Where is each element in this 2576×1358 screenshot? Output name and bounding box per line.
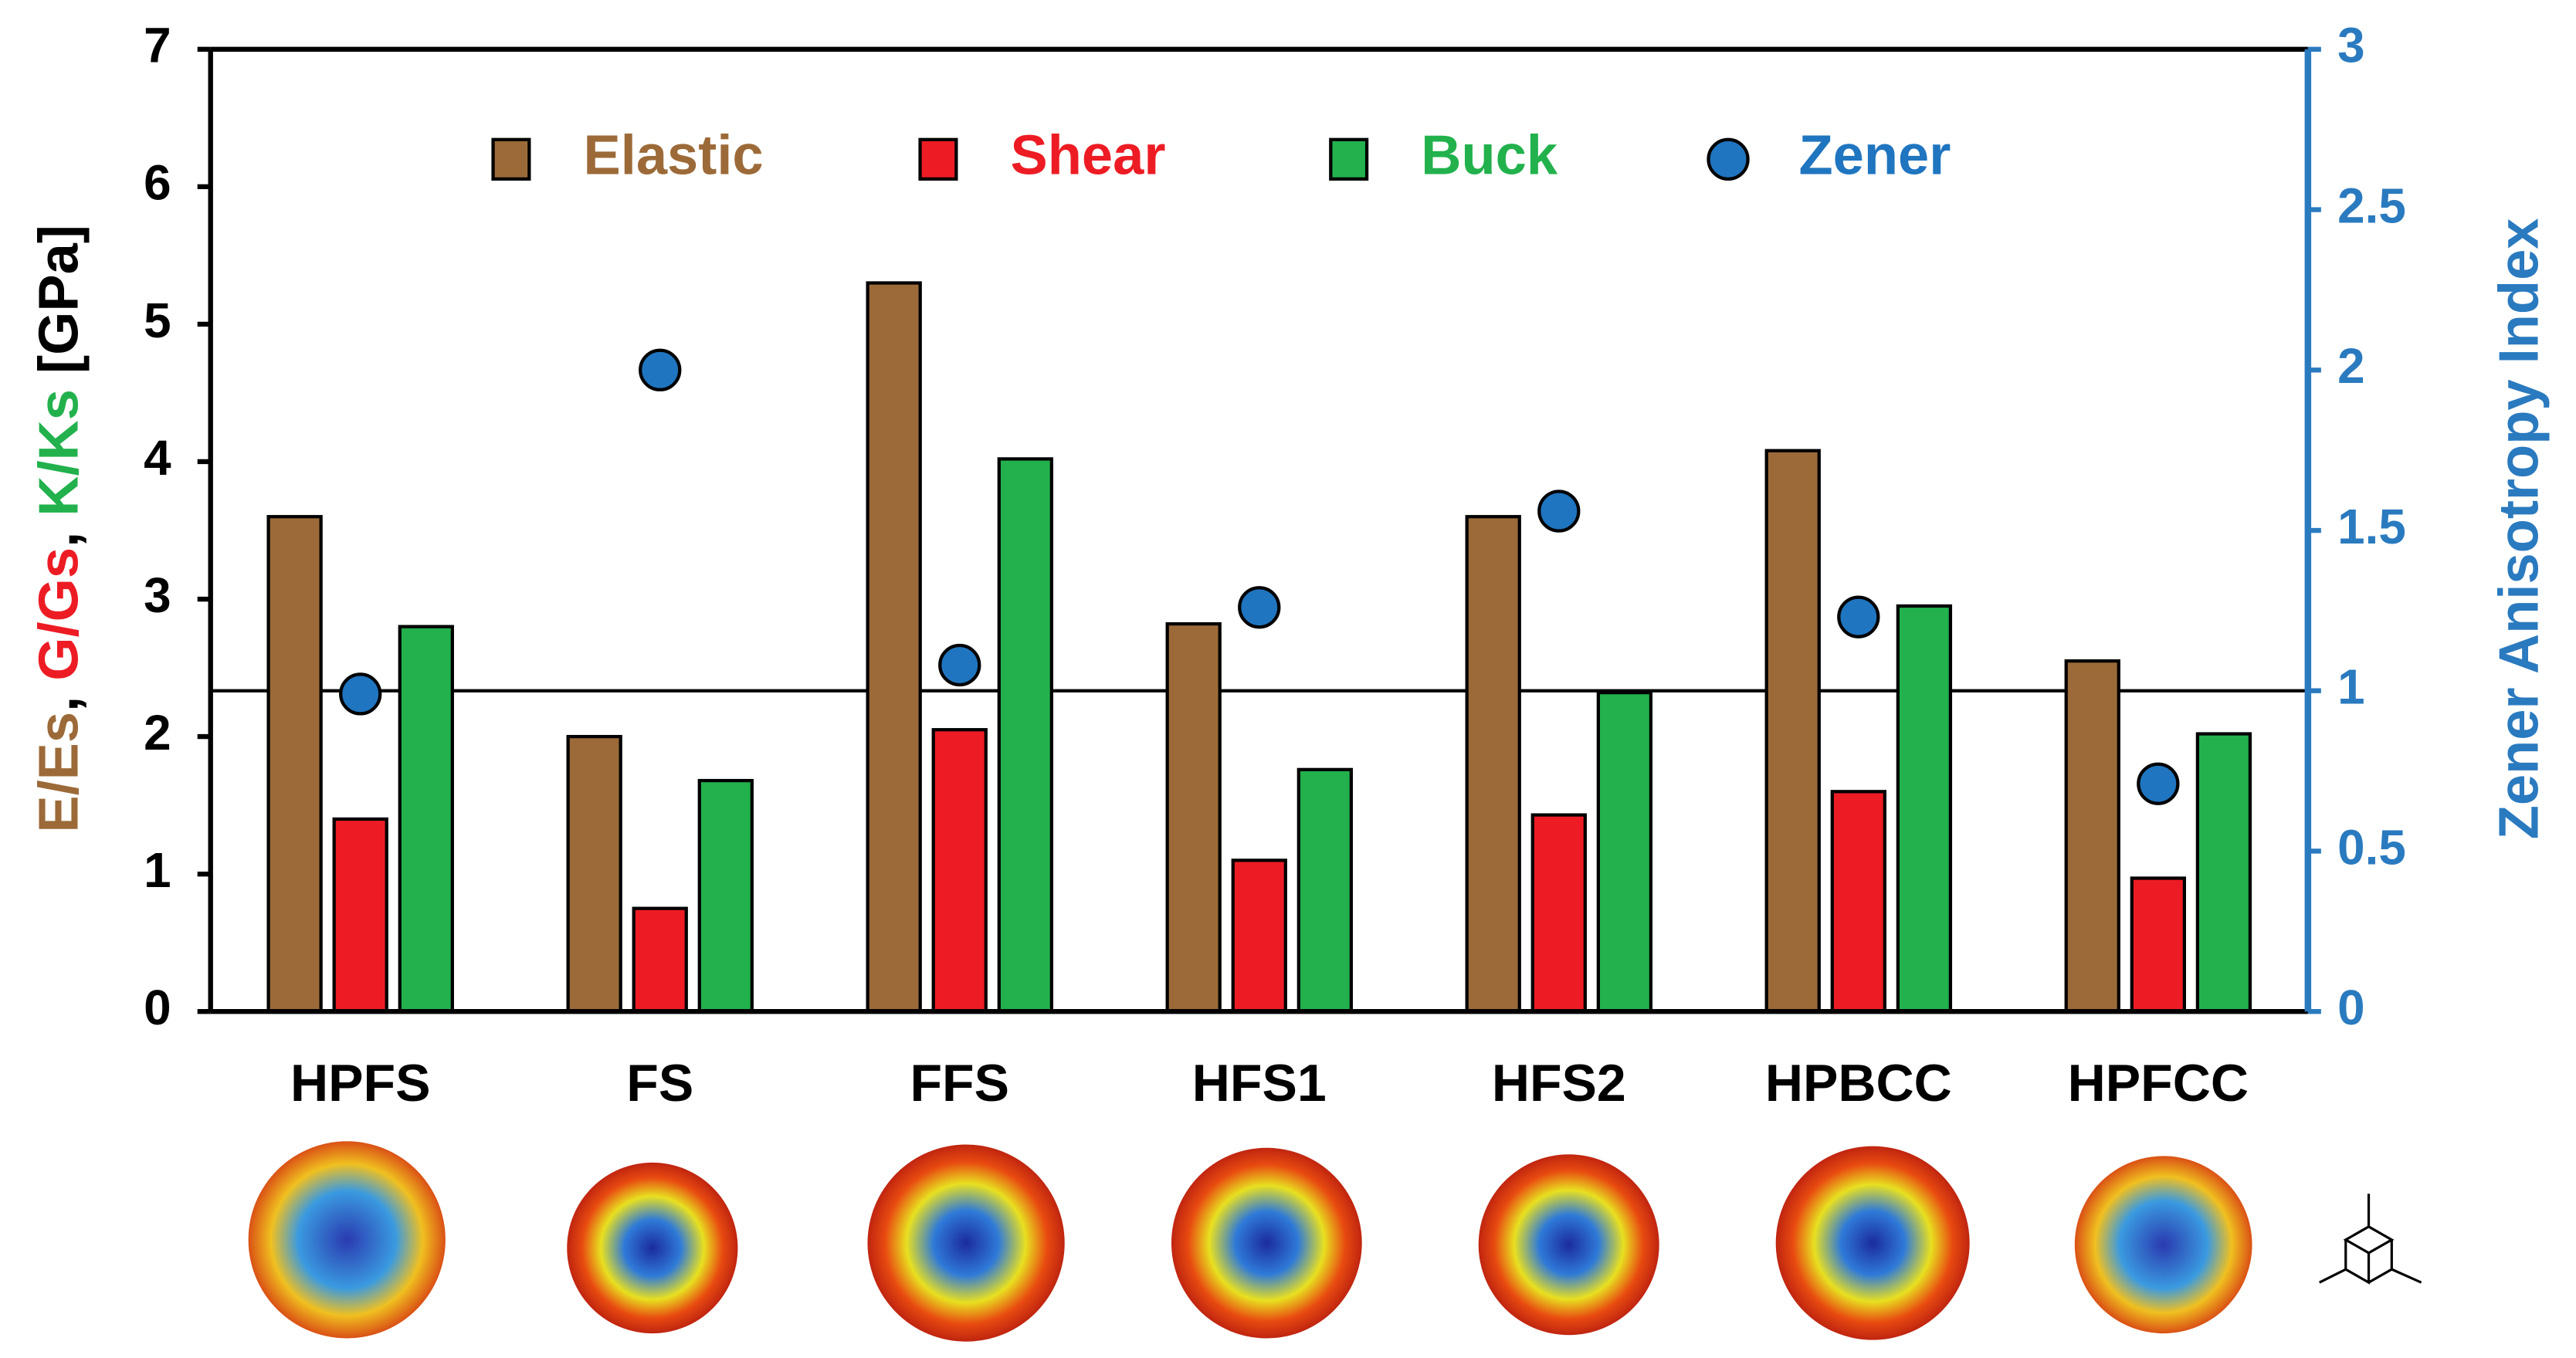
y2-tick-label: 1.5 — [2337, 499, 2406, 554]
legend-marker — [491, 137, 531, 181]
y-axis-label-part: K/Ks — [28, 389, 90, 516]
bar — [2195, 732, 2252, 1014]
y2-tick-label: 0.5 — [2337, 819, 2406, 875]
bar — [866, 281, 922, 1014]
x-tick-label: HFS2 — [1492, 1054, 1626, 1112]
y-tick-label: 3 — [144, 567, 171, 623]
legend-label: Buck — [1421, 124, 1558, 186]
y-tick-label: 0 — [144, 980, 171, 1035]
y-axis-label-part: , — [28, 516, 90, 547]
bar — [2064, 659, 2120, 1014]
y-axis-label-part: , — [28, 681, 90, 712]
bar — [1596, 690, 1653, 1014]
y2-tick-label: 1 — [2337, 659, 2364, 715]
bar — [1830, 790, 1886, 1014]
legend-marker — [1707, 137, 1750, 181]
zener-point — [1837, 595, 1880, 638]
sphere — [248, 1141, 446, 1339]
legend-marker — [918, 137, 958, 181]
x-tick-label: HPFCC — [2068, 1054, 2249, 1112]
bar — [997, 457, 1053, 1014]
y-tick-label: 7 — [144, 18, 171, 73]
x-tick-label: HPBCC — [1765, 1054, 1952, 1112]
y2-axis-label: Zener Anisotropy Index — [2489, 218, 2551, 839]
bar — [1530, 813, 1587, 1014]
bar — [697, 778, 754, 1014]
y2-tick-label: 0 — [2337, 980, 2364, 1035]
bar — [332, 817, 388, 1014]
sphere — [867, 1144, 1065, 1342]
y2-tick-label: 2.5 — [2337, 178, 2406, 233]
zener-point — [339, 672, 382, 716]
y2-tick-label: 2 — [2337, 338, 2364, 394]
sphere — [1775, 1146, 1970, 1340]
zener-point — [1238, 586, 1281, 629]
bar — [1165, 621, 1222, 1014]
zener-point — [2137, 762, 2180, 805]
x-tick-label: HPFS — [290, 1054, 430, 1112]
bar — [931, 728, 988, 1014]
zener-point — [639, 348, 682, 391]
y-axis-label: E/Es, G/Gs, K/Ks [GPa] — [28, 225, 90, 833]
y-tick-label: 2 — [144, 705, 171, 760]
y-axis-label-part: E/Es — [28, 712, 90, 833]
orientation-spheres — [248, 1141, 2252, 1342]
y-tick-label: 5 — [144, 293, 171, 348]
bar — [266, 515, 323, 1014]
y-tick-label: 4 — [144, 430, 171, 486]
bar — [1231, 858, 1287, 1014]
zener-point — [1537, 489, 1581, 533]
sphere — [1478, 1154, 1659, 1336]
bar — [2130, 876, 2186, 1014]
bar — [398, 625, 454, 1014]
bar — [1296, 767, 1354, 1014]
sphere — [1171, 1147, 1362, 1339]
zener-point — [938, 643, 981, 687]
x-tick-label: FFS — [910, 1054, 1009, 1112]
x-tick-label: FS — [626, 1054, 693, 1112]
legend-label: Zener — [1798, 124, 1951, 186]
legend-marker — [1329, 137, 1369, 181]
y-axis-label-part: G/Gs — [28, 547, 90, 681]
cube-icon — [2319, 1194, 2422, 1285]
y-tick-label: 1 — [144, 842, 171, 898]
bar — [1896, 604, 1953, 1014]
legend-label: Shear — [1011, 124, 1166, 186]
legend-label: Elastic — [584, 124, 764, 186]
sphere — [2074, 1156, 2252, 1334]
bar — [632, 906, 688, 1014]
y-axis-label-part: [GPa] — [28, 225, 90, 389]
y-tick-label: 6 — [144, 155, 171, 211]
y2-tick-label: 3 — [2337, 18, 2364, 73]
bar — [1764, 449, 1821, 1014]
bar — [566, 734, 622, 1014]
bar — [1465, 515, 1521, 1014]
x-tick-label: HFS1 — [1192, 1054, 1327, 1112]
sphere — [567, 1162, 738, 1334]
